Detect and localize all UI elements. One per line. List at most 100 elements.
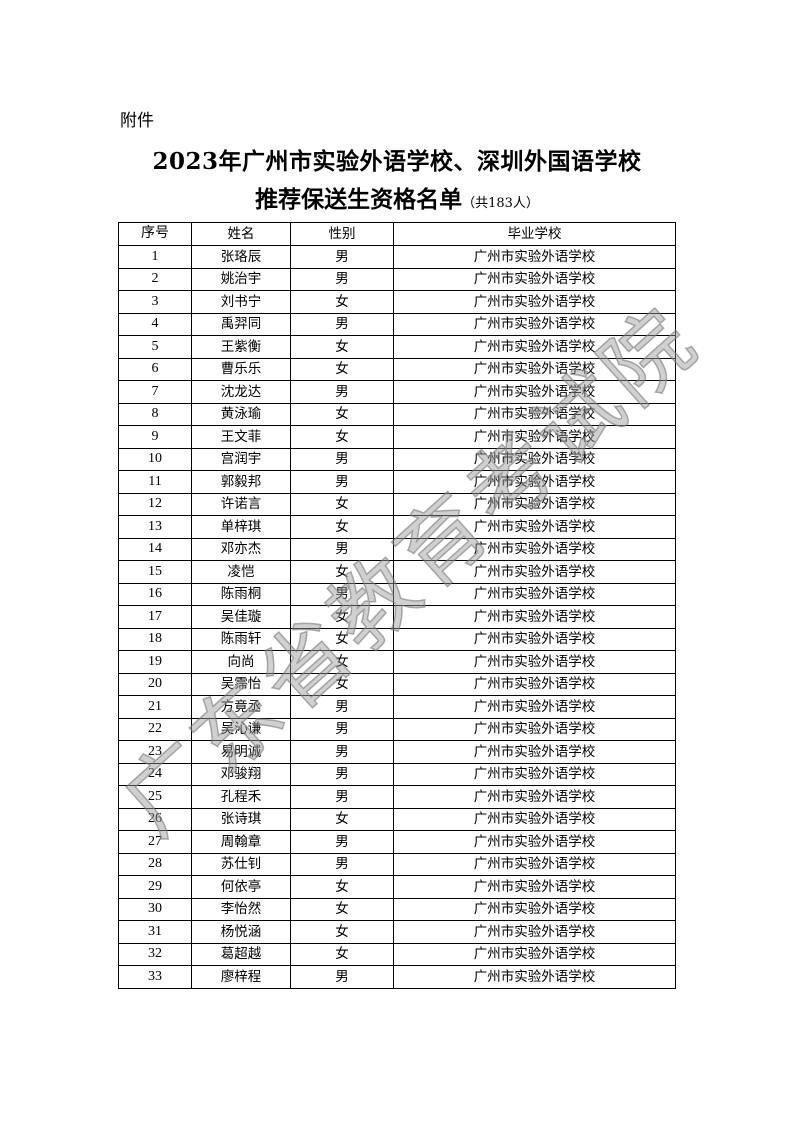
cell-index: 11 xyxy=(118,470,192,494)
table-row: 26 张诗琪女广州市实验外语学校 xyxy=(118,807,676,831)
table-row: 23 易明诚男广州市实验外语学校 xyxy=(118,740,676,764)
cell-name: 李怡然 xyxy=(191,897,291,921)
cell-name: 苏仕钊 xyxy=(191,852,291,876)
cell-gender: 女 xyxy=(290,627,394,651)
table-row: 3 刘书宁女广州市实验外语学校 xyxy=(118,290,676,314)
cell-school: 广州市实验外语学校 xyxy=(393,785,676,809)
cell-name: 葛超越 xyxy=(191,942,291,966)
cell-index: 29 xyxy=(118,875,192,899)
cell-gender: 男 xyxy=(290,762,394,786)
cell-index: 21 xyxy=(118,695,192,719)
table-row: 21 方竟丞男广州市实验外语学校 xyxy=(118,695,676,719)
cell-index: 20 xyxy=(118,672,192,696)
cell-gender: 女 xyxy=(290,335,394,359)
cell-index: 12 xyxy=(118,492,192,516)
cell-index: 14 xyxy=(118,537,192,561)
cell-index: 13 xyxy=(118,515,192,539)
document-title: 2023年广州市实验外语学校、深圳外国语学校 xyxy=(152,148,642,175)
table-row: 16 陈雨桐男广州市实验外语学校 xyxy=(118,582,676,606)
cell-gender: 女 xyxy=(290,807,394,831)
cell-school: 广州市实验外语学校 xyxy=(393,920,676,944)
cell-index: 24 xyxy=(118,762,192,786)
cell-name: 王文菲 xyxy=(191,425,291,449)
table-row: 28 苏仕钊男广州市实验外语学校 xyxy=(118,852,676,876)
cell-name: 凌恺 xyxy=(191,560,291,584)
cell-gender: 男 xyxy=(290,267,394,291)
table-row: 9 王文菲女广州市实验外语学校 xyxy=(118,425,676,449)
attachment-label: 附件 xyxy=(120,111,154,131)
cell-gender: 男 xyxy=(290,470,394,494)
cell-school: 广州市实验外语学校 xyxy=(393,965,676,989)
table-row: 27 周翰章男广州市实验外语学校 xyxy=(118,830,676,854)
cell-name: 陈雨轩 xyxy=(191,627,291,651)
table-row: 31 杨悦涵女广州市实验外语学校 xyxy=(118,920,676,944)
cell-index: 33 xyxy=(118,965,192,989)
cell-name: 禹羿同 xyxy=(191,312,291,336)
cell-index: 17 xyxy=(118,605,192,629)
cell-name: 姚治宇 xyxy=(191,267,291,291)
cell-school: 广州市实验外语学校 xyxy=(393,357,676,381)
cell-gender: 男 xyxy=(290,582,394,606)
cell-index: 8 xyxy=(118,402,192,426)
cell-school: 广州市实验外语学校 xyxy=(393,537,676,561)
cell-name: 周翰章 xyxy=(191,830,291,854)
cell-name: 单梓琪 xyxy=(191,515,291,539)
cell-name: 陈雨桐 xyxy=(191,582,291,606)
cell-school: 广州市实验外语学校 xyxy=(393,762,676,786)
table-row: 30 李怡然女广州市实验外语学校 xyxy=(118,897,676,921)
cell-gender: 女 xyxy=(290,357,394,381)
cell-gender: 女 xyxy=(290,897,394,921)
cell-gender: 男 xyxy=(290,965,394,989)
cell-school: 广州市实验外语学校 xyxy=(393,852,676,876)
cell-school: 广州市实验外语学校 xyxy=(393,717,676,741)
cell-school: 广州市实验外语学校 xyxy=(393,267,676,291)
cell-school: 广州市实验外语学校 xyxy=(393,942,676,966)
student-list-table: 序号 姓名 性别 毕业学校 1 张珞辰男广州市实验外语学校 2 姚治宇男广州市实验外语… xyxy=(118,222,676,989)
cell-name: 吴沁谦 xyxy=(191,717,291,741)
header-school: 毕业学校 xyxy=(393,222,676,246)
table-row: 7 沈龙达男广州市实验外语学校 xyxy=(118,380,676,404)
table-row: 29 何依亭女广州市实验外语学校 xyxy=(118,875,676,899)
cell-school: 广州市实验外语学校 xyxy=(393,897,676,921)
cell-school: 广州市实验外语学校 xyxy=(393,245,676,269)
total-count: （共183人） xyxy=(462,196,539,211)
cell-name: 邓骏翔 xyxy=(191,762,291,786)
cell-index: 1 xyxy=(118,245,192,269)
cell-gender: 男 xyxy=(290,785,394,809)
cell-index: 26 xyxy=(118,807,192,831)
cell-school: 广州市实验外语学校 xyxy=(393,627,676,651)
cell-gender: 女 xyxy=(290,942,394,966)
cell-name: 郭毅邦 xyxy=(191,470,291,494)
cell-gender: 女 xyxy=(290,515,394,539)
cell-name: 孔程禾 xyxy=(191,785,291,809)
header-name: 姓名 xyxy=(191,222,291,246)
cell-name: 曹乐乐 xyxy=(191,357,291,381)
cell-index: 25 xyxy=(118,785,192,809)
cell-school: 广州市实验外语学校 xyxy=(393,740,676,764)
table-row: 22 吴沁谦男广州市实验外语学校 xyxy=(118,717,676,741)
cell-index: 4 xyxy=(118,312,192,336)
cell-school: 广州市实验外语学校 xyxy=(393,290,676,314)
cell-index: 31 xyxy=(118,920,192,944)
cell-index: 19 xyxy=(118,650,192,674)
cell-school: 广州市实验外语学校 xyxy=(393,672,676,696)
cell-school: 广州市实验外语学校 xyxy=(393,582,676,606)
cell-index: 6 xyxy=(118,357,192,381)
cell-index: 18 xyxy=(118,627,192,651)
table-row: 6 曹乐乐女广州市实验外语学校 xyxy=(118,357,676,381)
cell-school: 广州市实验外语学校 xyxy=(393,875,676,899)
cell-index: 7 xyxy=(118,380,192,404)
cell-gender: 女 xyxy=(290,492,394,516)
cell-name: 邓亦杰 xyxy=(191,537,291,561)
cell-name: 许诺言 xyxy=(191,492,291,516)
cell-gender: 女 xyxy=(290,920,394,944)
table-row: 33 廖梓程男广州市实验外语学校 xyxy=(118,965,676,989)
cell-school: 广州市实验外语学校 xyxy=(393,425,676,449)
cell-name: 张珞辰 xyxy=(191,245,291,269)
cell-name: 黄泳瑜 xyxy=(191,402,291,426)
cell-gender: 女 xyxy=(290,402,394,426)
table-header-row: 序号 姓名 性别 毕业学校 xyxy=(118,222,676,246)
cell-index: 32 xyxy=(118,942,192,966)
cell-name: 刘书宁 xyxy=(191,290,291,314)
cell-school: 广州市实验外语学校 xyxy=(393,312,676,336)
